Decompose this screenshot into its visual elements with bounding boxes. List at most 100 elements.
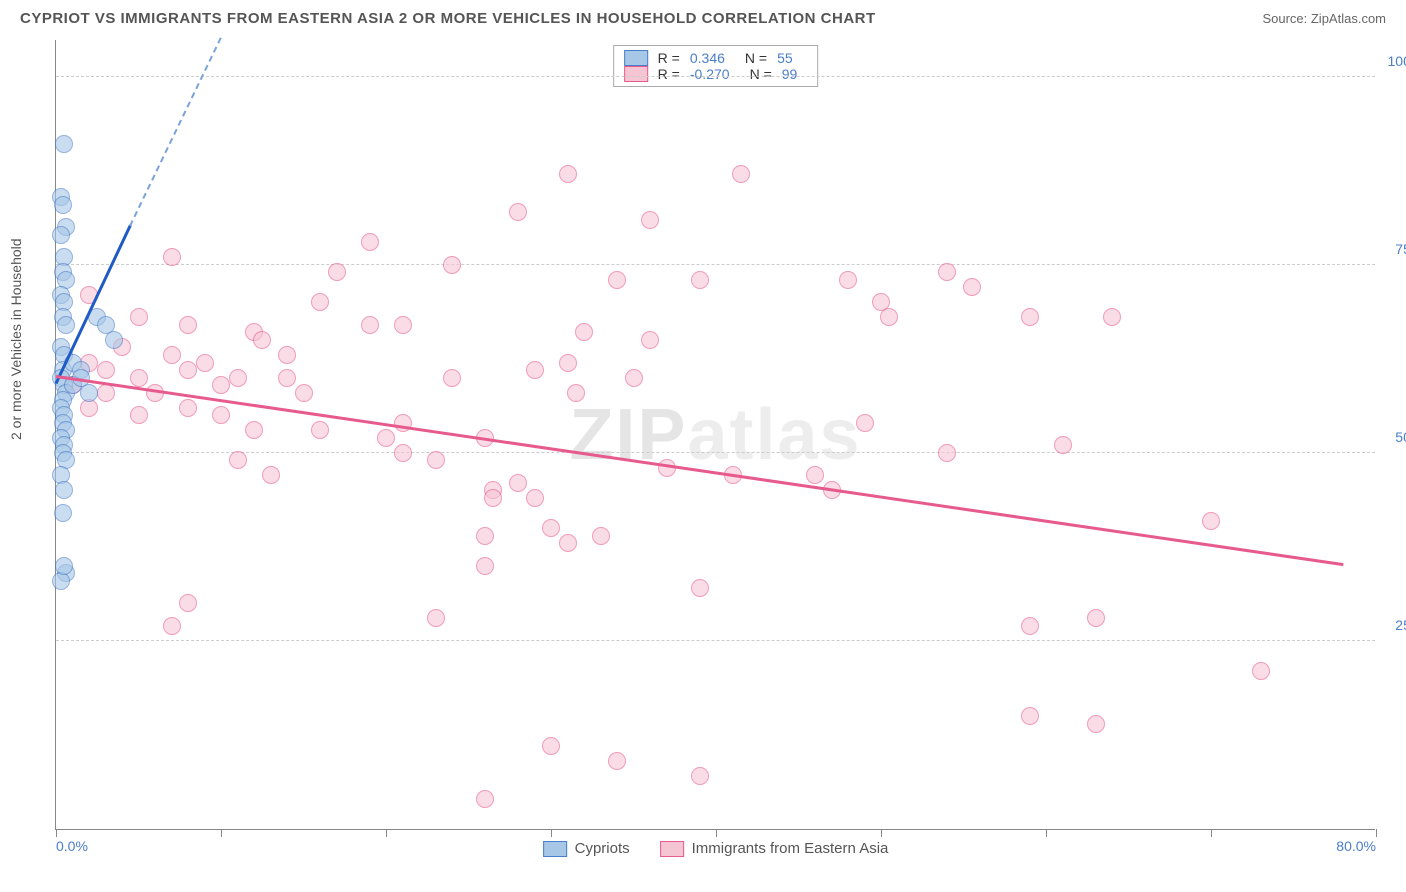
legend-stat-row: R = 0.346N = 55 [624, 50, 808, 66]
scatter-point-series2 [427, 609, 445, 627]
scatter-point-series1 [57, 316, 75, 334]
scatter-point-series2 [262, 466, 280, 484]
scatter-point-series2 [1021, 308, 1039, 326]
scatter-point-series2 [575, 323, 593, 341]
scatter-point-series2 [97, 361, 115, 379]
scatter-point-series2 [253, 331, 271, 349]
chart-title: CYPRIOT VS IMMIGRANTS FROM EASTERN ASIA … [20, 10, 876, 27]
scatter-point-series2 [542, 519, 560, 537]
scatter-point-series1 [52, 226, 70, 244]
legend-stat-row: R = -0.270N = 99 [624, 66, 808, 82]
scatter-chart: ZIPatlas R = 0.346N = 55R = -0.270N = 99… [55, 40, 1375, 830]
scatter-point-series2 [394, 444, 412, 462]
x-tick-label: 0.0% [56, 838, 88, 854]
y-axis-label: 2 or more Vehicles in Household [8, 238, 24, 440]
scatter-point-series2 [443, 369, 461, 387]
x-tick [716, 829, 717, 837]
scatter-point-series2 [1252, 662, 1270, 680]
x-tick [1376, 829, 1377, 837]
source-attribution: Source: ZipAtlas.com [1262, 11, 1386, 26]
scatter-point-series2 [732, 165, 750, 183]
x-tick [386, 829, 387, 837]
scatter-point-series2 [608, 271, 626, 289]
scatter-point-series2 [484, 489, 502, 507]
scatter-point-series2 [526, 489, 544, 507]
scatter-point-series2 [196, 354, 214, 372]
gridline [56, 264, 1375, 265]
x-tick [881, 829, 882, 837]
scatter-point-series2 [179, 361, 197, 379]
scatter-point-series2 [938, 263, 956, 281]
x-tick-label: 80.0% [1336, 838, 1376, 854]
scatter-point-series2 [592, 527, 610, 545]
x-tick [1046, 829, 1047, 837]
watermark: ZIPatlas [569, 394, 861, 476]
y-tick-label: 75.0% [1395, 241, 1406, 257]
scatter-point-series2 [295, 384, 313, 402]
scatter-point-series2 [559, 354, 577, 372]
scatter-point-series2 [130, 369, 148, 387]
scatter-point-series2 [427, 451, 445, 469]
scatter-point-series2 [938, 444, 956, 462]
scatter-point-series2 [1054, 436, 1072, 454]
scatter-point-series2 [278, 369, 296, 387]
y-tick-label: 50.0% [1395, 429, 1406, 445]
scatter-point-series2 [179, 399, 197, 417]
scatter-point-series2 [245, 421, 263, 439]
scatter-point-series2 [328, 263, 346, 281]
scatter-point-series2 [377, 429, 395, 447]
scatter-point-series2 [361, 233, 379, 251]
scatter-point-series2 [625, 369, 643, 387]
scatter-point-series2 [691, 767, 709, 785]
trend-line [56, 375, 1343, 566]
x-tick [56, 829, 57, 837]
scatter-point-series2 [179, 316, 197, 334]
scatter-point-series2 [476, 790, 494, 808]
scatter-point-series1 [80, 384, 98, 402]
scatter-point-series2 [608, 752, 626, 770]
scatter-point-series2 [229, 369, 247, 387]
legend-swatch [624, 50, 648, 66]
scatter-point-series2 [212, 406, 230, 424]
scatter-point-series2 [559, 534, 577, 552]
scatter-point-series2 [963, 278, 981, 296]
scatter-point-series2 [1087, 715, 1105, 733]
scatter-point-series2 [1103, 308, 1121, 326]
legend-swatch [543, 841, 567, 857]
x-tick [551, 829, 552, 837]
y-tick-label: 100.0% [1388, 53, 1406, 69]
legend-series-item: Cypriots [543, 840, 630, 857]
scatter-point-series2 [509, 203, 527, 221]
legend-series: Cypriots Immigrants from Eastern Asia [543, 840, 889, 857]
scatter-point-series2 [526, 361, 544, 379]
scatter-point-series1 [105, 331, 123, 349]
legend-stats: R = 0.346N = 55R = -0.270N = 99 [613, 45, 819, 87]
scatter-point-series2 [163, 248, 181, 266]
gridline [56, 452, 1375, 453]
scatter-point-series2 [212, 376, 230, 394]
legend-series-label: Immigrants from Eastern Asia [692, 840, 889, 857]
scatter-point-series2 [509, 474, 527, 492]
scatter-point-series2 [476, 557, 494, 575]
scatter-point-series2 [361, 316, 379, 334]
scatter-point-series2 [179, 594, 197, 612]
scatter-point-series2 [394, 316, 412, 334]
scatter-point-series2 [163, 617, 181, 635]
scatter-point-series2 [691, 271, 709, 289]
scatter-point-series2 [311, 293, 329, 311]
scatter-point-series2 [1087, 609, 1105, 627]
scatter-point-series1 [55, 135, 73, 153]
x-tick [221, 829, 222, 837]
gridline [56, 640, 1375, 641]
scatter-point-series2 [839, 271, 857, 289]
scatter-point-series1 [54, 196, 72, 214]
scatter-point-series2 [163, 346, 181, 364]
scatter-point-series2 [1021, 707, 1039, 725]
scatter-point-series2 [542, 737, 560, 755]
scatter-point-series2 [880, 308, 898, 326]
gridline [56, 76, 1375, 77]
scatter-point-series2 [559, 165, 577, 183]
scatter-point-series2 [443, 256, 461, 274]
scatter-point-series2 [130, 406, 148, 424]
scatter-point-series2 [806, 466, 824, 484]
